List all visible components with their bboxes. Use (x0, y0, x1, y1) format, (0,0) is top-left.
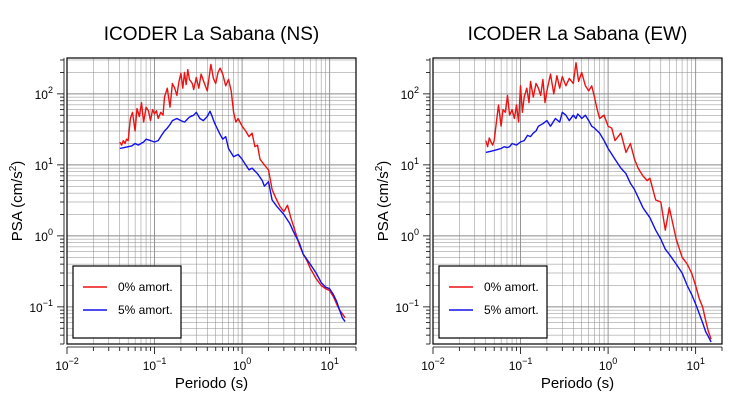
chart-panel-ns: 10−2 10−1 100 101 10−1 100 101 102 ICODER La Sab… (8, 24, 357, 392)
y-axis-label: PSA (cm/s2) (374, 161, 392, 242)
x-tick-label: 100 (233, 356, 251, 373)
chart-title: ICODER La Sabana (NS) (104, 24, 319, 45)
legend-label-amort-0: 0% amort. (118, 280, 173, 294)
x-tick-label: 10−2 (55, 356, 79, 373)
x-tick-label: 100 (599, 356, 617, 373)
series-line-amort-0 (119, 63, 346, 319)
chart-title: ICODER La Sabana (EW) (468, 24, 688, 45)
series-line-amort-5 (119, 110, 346, 323)
y-tick-label: 101 (35, 156, 53, 173)
y-axis-label: PSA (cm/s2) (8, 161, 26, 242)
legend: 0% amort. 5% amort. (438, 265, 548, 339)
y-tick-label: 102 (401, 85, 419, 102)
plot-frame (66, 57, 357, 345)
series-line-amort-5 (485, 111, 712, 343)
x-axis-label: Periodo (s) (175, 375, 248, 392)
chart-panel-ew: 10−2 10−1 100 101 10−1 100 101 102 ICODER La Sab… (374, 24, 723, 392)
series-line-amort-0 (485, 62, 712, 340)
legend-box (438, 265, 548, 339)
y-tick-label: 102 (35, 85, 53, 102)
x-tick-label: 101 (320, 356, 338, 373)
y-tick-label: 100 (35, 227, 53, 244)
x-tick-label: 10−1 (509, 356, 533, 373)
y-tick-label: 10−1 (395, 298, 419, 315)
legend-box (72, 265, 182, 339)
legend-label-amort-0: 0% amort. (484, 280, 539, 294)
legend-label-amort-5: 5% amort. (484, 303, 539, 317)
x-axis-label: Periodo (s) (541, 375, 614, 392)
y-tick-label: 100 (401, 227, 419, 244)
y-tick-label: 10−1 (29, 298, 53, 315)
x-tick-label: 10−2 (421, 356, 445, 373)
legend: 0% amort. 5% amort. (72, 265, 182, 339)
x-tick-label: 101 (686, 356, 704, 373)
legend-label-amort-5: 5% amort. (118, 303, 173, 317)
x-tick-label: 10−1 (143, 356, 167, 373)
plot-frame (432, 57, 723, 345)
y-tick-label: 101 (401, 156, 419, 173)
